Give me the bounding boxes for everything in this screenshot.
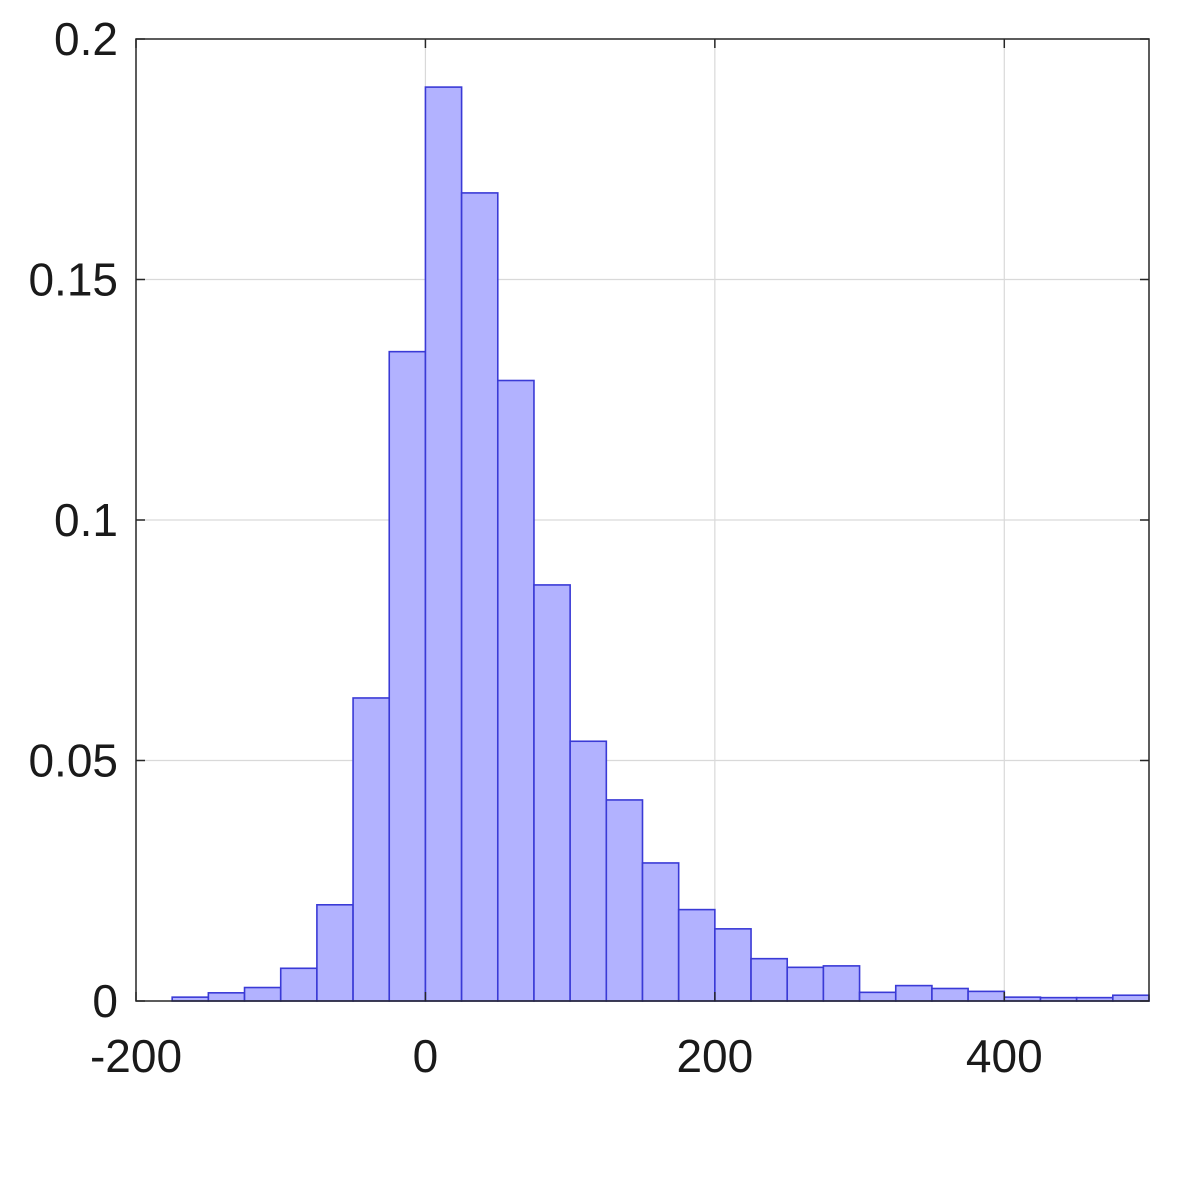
y-axis-tick-labels: 0 0.05 0.1 0.15 0.2 xyxy=(28,13,118,1027)
histogram-bar xyxy=(931,987,969,1002)
histogram-bar xyxy=(641,862,680,1002)
histogram-bar xyxy=(786,966,825,1002)
histogram-bar xyxy=(967,990,1006,1002)
y-tick-label: 0.1 xyxy=(54,494,118,546)
x-tick-label: 200 xyxy=(676,1030,753,1082)
x-tick-label: 400 xyxy=(966,1030,1043,1082)
x-axis-tick-labels: -200 0 200 400 xyxy=(90,1030,1043,1082)
histogram-bar xyxy=(750,957,789,1002)
y-tick-label: 0.05 xyxy=(28,735,118,787)
histogram-bar xyxy=(352,697,391,1002)
y-tick-label: 0 xyxy=(92,975,118,1027)
histogram-bar xyxy=(424,86,463,1002)
histogram-bar xyxy=(207,992,246,1002)
histogram-bar xyxy=(569,740,608,1002)
bars xyxy=(171,86,1150,1002)
histogram-bar xyxy=(316,903,354,1002)
histogram-bar xyxy=(388,350,427,1002)
histogram-bar xyxy=(1112,994,1150,1002)
y-tick-label: 0.15 xyxy=(28,254,118,306)
histogram-bar xyxy=(822,965,861,1002)
histogram-bar xyxy=(677,908,716,1002)
y-tick-label: 0.2 xyxy=(54,13,118,65)
histogram-bar xyxy=(533,584,571,1002)
histogram-bar xyxy=(496,379,535,1002)
histogram-bar xyxy=(894,984,933,1002)
x-tick-label: -200 xyxy=(90,1030,182,1082)
x-tick-label: 0 xyxy=(413,1030,439,1082)
histogram-bar xyxy=(279,967,318,1002)
histogram-bar xyxy=(460,192,499,1002)
histogram-bar xyxy=(605,799,644,1002)
axis-ticks xyxy=(135,38,1149,1002)
histogram-bar xyxy=(243,986,282,1002)
histogram-bar xyxy=(858,991,897,1002)
histogram-bar xyxy=(714,928,752,1002)
